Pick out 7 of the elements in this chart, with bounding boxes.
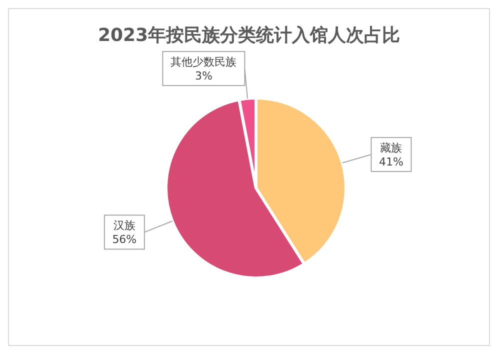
slice-label: 其他少数民族	[170, 56, 237, 69]
data-label: 56%	[112, 233, 137, 246]
chart-title: 2023年按民族分类统计入馆人次占比	[96, 24, 402, 47]
slice-label: 汉族	[113, 219, 136, 232]
data-label: 3%	[194, 70, 212, 83]
data-label: 41%	[379, 156, 404, 169]
slice-label: 藏族	[380, 142, 402, 155]
